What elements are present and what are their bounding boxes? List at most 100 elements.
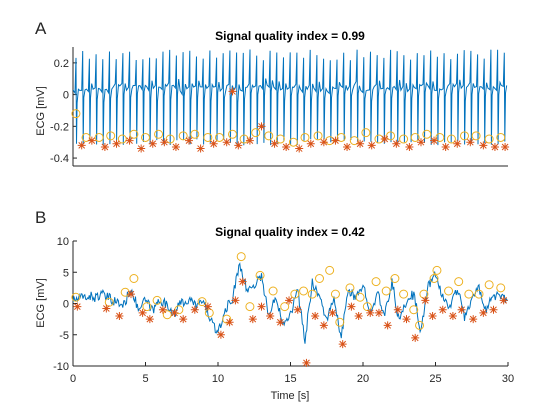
star-marker-point <box>222 138 231 147</box>
x-tick-label: 10 <box>212 373 224 385</box>
star-marker-point <box>270 139 279 148</box>
circle-marker-point <box>222 314 232 324</box>
star-marker-point <box>282 142 291 151</box>
star-marker-point <box>158 305 167 314</box>
panel-a-plot-area: -0.4 -0.2 0 0.2 <box>50 47 510 167</box>
star-marker-point <box>245 136 254 145</box>
circle-marker-point <box>419 289 429 299</box>
circle-marker-point <box>152 295 162 305</box>
star-marker-point <box>367 141 376 150</box>
circle-marker-point <box>399 134 409 144</box>
star-marker-point <box>115 312 124 320</box>
star-marker-point <box>490 142 499 151</box>
circle-marker-point <box>190 129 200 139</box>
circle-marker-point <box>236 252 246 262</box>
panel-b-y-axis-label: ECG [mV] <box>35 278 47 328</box>
circle-marker-point <box>141 132 150 142</box>
star-marker-point <box>421 296 430 305</box>
star-marker-point <box>343 142 352 151</box>
star-marker-point <box>125 136 134 145</box>
star-marker-point <box>383 321 392 330</box>
star-marker-point <box>302 358 311 367</box>
circle-marker-point <box>81 132 91 142</box>
circle-marker-point <box>349 136 359 146</box>
circle-marker-point <box>228 129 237 139</box>
panel-b: B Signal quality index = 0.42 ECG [mV] T… <box>35 208 514 402</box>
circle-marker-point <box>355 292 365 302</box>
circle-marker-point <box>165 134 175 144</box>
star-marker-point <box>411 333 420 342</box>
circle-marker-point <box>154 129 164 139</box>
x-tick-label: 0 <box>70 373 76 385</box>
star-marker-point <box>102 304 111 313</box>
star-marker-point <box>238 277 247 286</box>
star-marker-point <box>127 290 135 299</box>
circle-marker-point <box>484 134 494 144</box>
circle-marker-point <box>454 277 464 287</box>
star-marker-point <box>499 296 508 305</box>
circle-marker-point <box>300 132 310 142</box>
circle-marker-point <box>71 109 81 119</box>
star-marker-point <box>501 142 510 151</box>
star-marker-point <box>405 142 414 151</box>
circle-marker-point <box>280 302 290 312</box>
star-marker-point <box>489 305 498 314</box>
x-tick-label: 15 <box>284 373 296 385</box>
star-marker-point <box>190 305 199 314</box>
circle-marker-point <box>299 286 309 296</box>
circle-marker-point <box>446 134 456 144</box>
star-marker-point <box>293 305 302 314</box>
circle-marker-point <box>444 286 454 296</box>
star-marker-point <box>306 139 315 148</box>
star-marker-point <box>77 141 86 150</box>
circle-marker-point <box>313 131 323 141</box>
star-marker-point <box>87 136 96 145</box>
star-marker-point <box>160 138 169 147</box>
star-marker-point <box>354 312 363 320</box>
x-tick-label: 30 <box>502 373 514 385</box>
star-marker-point <box>285 296 294 305</box>
panel-b-title: Signal quality index = 0.42 <box>215 225 365 239</box>
circle-marker-point <box>410 132 420 142</box>
star-marker-point <box>145 315 154 324</box>
circle-marker-point <box>203 132 213 142</box>
x-tick-label: 5 <box>142 373 148 385</box>
star-marker-point <box>266 312 275 320</box>
panel-b-x-axis-label: Time [s] <box>271 390 310 402</box>
circle-marker-point <box>268 286 278 296</box>
star-marker-point <box>148 139 157 148</box>
circle-marker-point <box>117 134 127 144</box>
circle-marker-point <box>335 317 345 327</box>
star-marker-point <box>366 308 375 317</box>
circle-marker-point <box>264 131 274 141</box>
star-marker-point <box>295 144 304 153</box>
star-marker-point <box>228 87 237 96</box>
x-tick-label: 20 <box>357 373 369 385</box>
circle-marker-point <box>106 131 116 141</box>
star-marker-point <box>112 139 121 148</box>
star-marker-point <box>402 315 411 324</box>
circle-marker-point <box>290 289 300 299</box>
circle-marker-point <box>386 131 396 141</box>
star-marker-point <box>171 142 180 151</box>
circle-marker-point <box>361 128 371 138</box>
circle-marker-point <box>307 289 317 299</box>
star-marker-point <box>347 302 356 311</box>
star-marker-point <box>203 302 212 311</box>
circle-marker-point <box>197 297 207 307</box>
circle-marker-point <box>390 274 400 283</box>
star-marker-point <box>248 315 257 324</box>
star-marker-point <box>428 312 437 320</box>
panel-a-y-axis-label: ECG [mV] <box>35 86 47 136</box>
star-marker-point <box>448 312 457 320</box>
circle-marker-point <box>325 265 335 275</box>
star-marker-point <box>393 305 402 314</box>
y-tick-label: 10 <box>57 236 69 248</box>
star-marker-point <box>257 302 266 311</box>
star-marker-point <box>209 139 218 148</box>
circle-marker-point <box>255 270 265 280</box>
panel-a-label: A <box>35 19 47 38</box>
circle-marker-point <box>142 302 152 312</box>
star-marker-point <box>457 305 466 314</box>
